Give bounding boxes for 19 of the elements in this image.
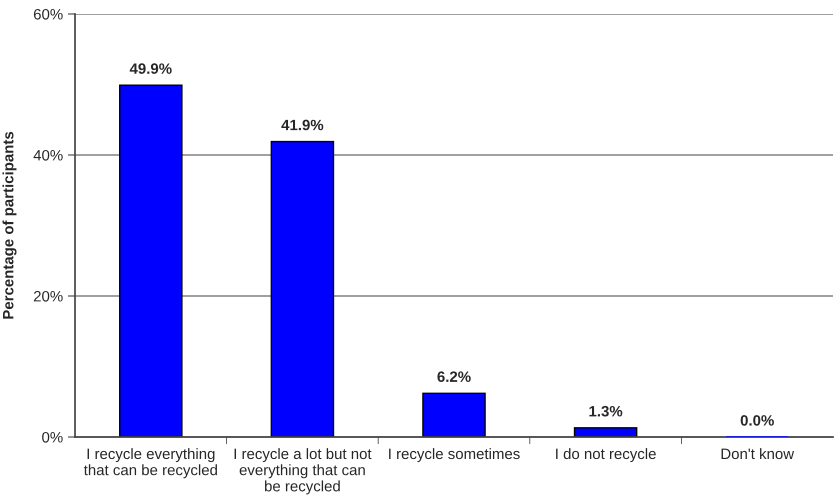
x-tick-label: Don't know — [722, 448, 794, 460]
y-axis-title: Percentage of participants — [2, 132, 17, 319]
bar — [119, 84, 183, 437]
x-tick-label: I recycle a lot but not everything that can be recycled — [234, 448, 372, 494]
data-label: 1.3% — [589, 406, 622, 417]
bar — [574, 427, 638, 437]
y-tick-label: 20% — [34, 290, 63, 302]
data-label: 49.9% — [130, 63, 172, 74]
data-label: 41.9% — [281, 120, 324, 130]
bar — [270, 140, 334, 437]
data-label: 0.0% — [740, 415, 774, 426]
y-tick-label: 0% — [42, 432, 63, 443]
x-tick-label: I recycle everything that can be recycled — [84, 448, 217, 478]
x-tick-label: I recycle sometimes — [389, 448, 520, 462]
data-label: 6.2% — [437, 371, 471, 382]
y-tick-label: 60% — [34, 8, 63, 20]
y-tick-label: 40% — [34, 150, 63, 161]
x-tick-label: I do not recycle — [556, 448, 656, 462]
bar — [422, 392, 486, 437]
